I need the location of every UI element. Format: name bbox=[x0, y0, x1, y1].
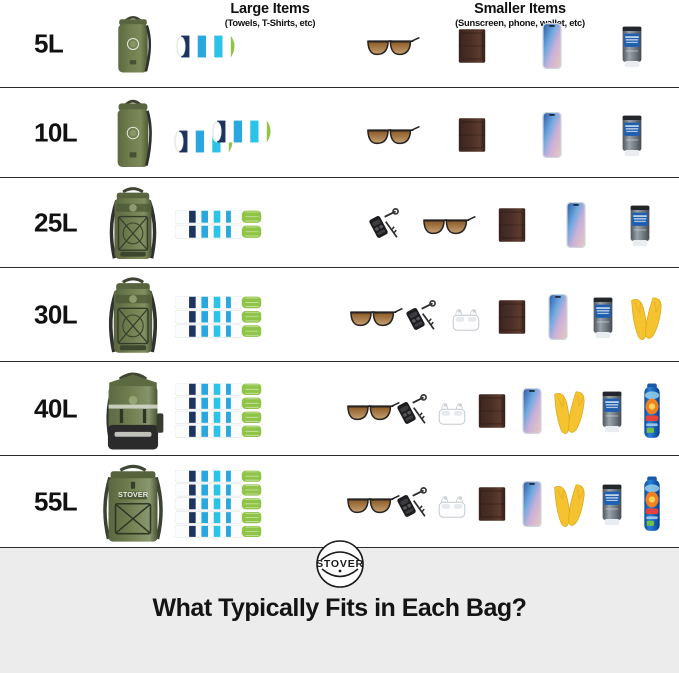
item-flip-flops bbox=[630, 294, 668, 340]
item-wallet bbox=[477, 485, 507, 523]
towel-stack bbox=[174, 469, 263, 539]
size-label: 55L bbox=[34, 486, 78, 516]
bag-40l bbox=[100, 365, 166, 453]
item-sunscreen-tube bbox=[599, 389, 625, 433]
towel-roll bbox=[211, 118, 273, 144]
item-sunglasses bbox=[347, 302, 403, 332]
item-wallet bbox=[497, 206, 527, 244]
svg-text:STOVER: STOVER bbox=[118, 490, 149, 499]
bag-5l bbox=[110, 13, 156, 75]
item-sunglasses bbox=[344, 489, 400, 519]
item-phone bbox=[520, 387, 544, 435]
header-large-items: Large Items (Towels, T-Shirts, etc) bbox=[180, 2, 360, 28]
item-sunscreen-spray bbox=[640, 383, 664, 439]
item-earbuds bbox=[450, 302, 482, 332]
header-large-items-title: Large Items bbox=[230, 1, 310, 17]
header-large-items-subtitle: (Towels, T-Shirts, etc) bbox=[224, 17, 316, 28]
size-label: 10L bbox=[34, 117, 78, 147]
item-sunglasses bbox=[344, 396, 400, 426]
towel-roll bbox=[175, 33, 237, 59]
item-sunscreen-spray bbox=[640, 476, 664, 532]
stover-logo: STOVER bbox=[311, 539, 369, 589]
item-earbuds bbox=[436, 396, 468, 426]
bag-30l bbox=[103, 273, 163, 357]
item-car-key bbox=[395, 394, 429, 428]
item-flip-flops bbox=[553, 388, 591, 434]
size-label: 25L bbox=[34, 207, 78, 237]
item-sunscreen-tube bbox=[627, 203, 653, 247]
item-sunscreen-tube bbox=[619, 113, 645, 157]
item-sunglasses bbox=[364, 120, 420, 150]
item-sunglasses bbox=[364, 31, 420, 61]
size-label: 30L bbox=[34, 299, 78, 329]
item-phone bbox=[564, 201, 588, 249]
item-sunscreen-tube bbox=[619, 24, 645, 68]
item-wallet bbox=[497, 298, 527, 336]
header-smaller-items-title: Smaller Items bbox=[474, 1, 566, 17]
item-car-key bbox=[395, 487, 429, 521]
stover-logo-mark: STOVER bbox=[316, 540, 364, 588]
towel-stack bbox=[174, 382, 263, 439]
bag-55l: STOVER bbox=[98, 458, 168, 546]
item-wallet bbox=[477, 392, 507, 430]
size-row-55l: 55L STOVER bbox=[0, 456, 679, 548]
header-smaller-items-subtitle: (Sunscreen, phone, wallet, etc) bbox=[455, 17, 585, 28]
column-headers: Large Items (Towels, T-Shirts, etc) Smal… bbox=[0, 0, 679, 28]
item-sunglasses bbox=[420, 210, 476, 240]
item-wallet bbox=[457, 27, 487, 65]
item-sunscreen-tube bbox=[599, 482, 625, 526]
item-sunscreen-tube bbox=[590, 295, 616, 339]
size-row-25l: 25L bbox=[0, 178, 679, 268]
size-row-30l: 30L bbox=[0, 268, 679, 362]
item-flip-flops bbox=[553, 481, 591, 527]
size-row-10l: 10L bbox=[0, 88, 679, 178]
banner-title: What Typically Fits in Each Bag? bbox=[152, 594, 527, 622]
size-label: 40L bbox=[34, 393, 78, 423]
item-phone bbox=[520, 480, 544, 528]
svg-text:STOVER: STOVER bbox=[316, 558, 364, 570]
item-earbuds bbox=[436, 489, 468, 519]
bag-10l bbox=[109, 96, 157, 170]
item-phone bbox=[546, 293, 570, 341]
header-smaller-items: Smaller Items (Sunscreen, phone, wallet,… bbox=[420, 2, 620, 28]
item-car-key bbox=[404, 300, 438, 334]
item-wallet bbox=[457, 116, 487, 154]
size-label: 5L bbox=[34, 28, 64, 58]
towel-stack bbox=[174, 295, 263, 339]
towel-stack bbox=[174, 209, 263, 240]
item-phone bbox=[540, 22, 564, 70]
bag-25l bbox=[104, 183, 162, 263]
item-car-key bbox=[367, 208, 401, 242]
size-row-40l: 40L bbox=[0, 362, 679, 456]
size-row-5l: 5L bbox=[0, 0, 679, 88]
item-phone bbox=[540, 111, 564, 159]
